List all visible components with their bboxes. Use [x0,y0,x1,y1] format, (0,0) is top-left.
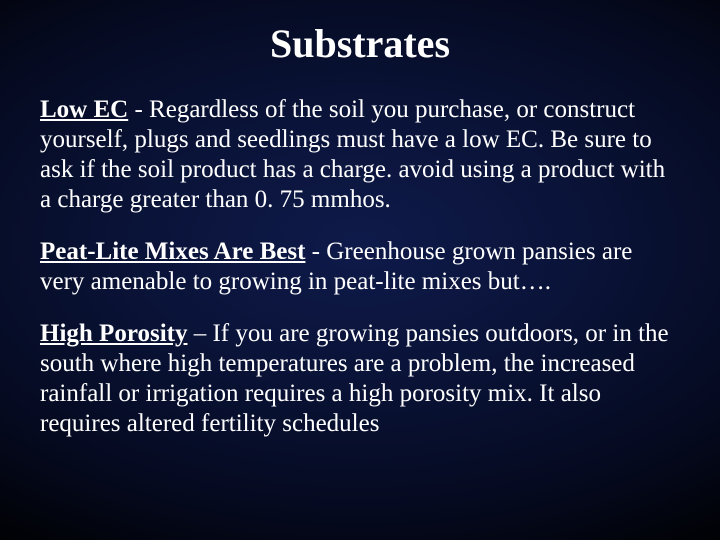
slide-title: Substrates [40,20,680,67]
lead-high-porosity: High Porosity [40,320,187,347]
paragraph-peat-lite: Peat-Lite Mixes Are Best - Greenhouse gr… [40,237,680,297]
paragraph-low-ec: Low EC - Regardless of the soil you purc… [40,95,680,215]
body-low-ec: - Regardless of the soil you purchase, o… [40,96,665,213]
lead-peat-lite: Peat-Lite Mixes Are Best [40,238,305,265]
lead-low-ec: Low EC [40,96,128,123]
paragraph-high-porosity: High Porosity – If you are growing pansi… [40,319,680,439]
slide: Substrates Low EC - Regardless of the so… [0,0,720,540]
